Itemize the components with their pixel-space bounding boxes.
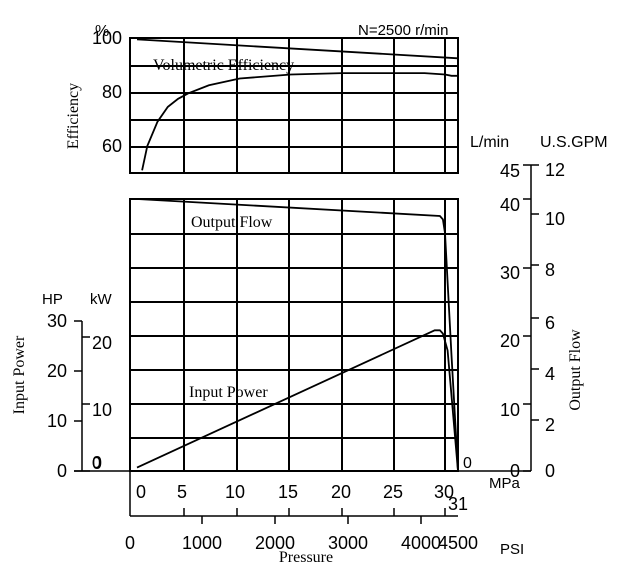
- lmin-tick-label: 20: [500, 331, 520, 351]
- efficiency-tick-label: 100: [92, 28, 122, 48]
- gpm-tick-label: 2: [545, 415, 555, 435]
- volumetric-efficiency-line: [141, 72, 458, 171]
- kw-zero-label: 0: [92, 455, 101, 472]
- hp-tick-label: 30: [47, 311, 67, 331]
- input-power-line: [136, 329, 459, 472]
- efficiency-tick-label: 60: [102, 136, 122, 156]
- flow-power-grid: [130, 199, 458, 471]
- efficiency-grid: [130, 38, 458, 173]
- lmin-tick-label: 0: [510, 461, 520, 481]
- hp-tick-label: 0: [57, 461, 67, 481]
- psi-unit-label: PSI: [500, 541, 524, 558]
- gpm-tick-label: 12: [545, 160, 565, 180]
- psi-tick-label: 4000: [401, 533, 441, 553]
- gpm-tick-label: 6: [545, 313, 555, 333]
- efficiency-axis-title: Efficiency: [65, 83, 82, 149]
- psi-tick-label: 3000: [328, 533, 368, 553]
- lmin-unit-label: L/min: [470, 134, 509, 151]
- pressure-axis-title: Pressure: [279, 549, 333, 566]
- psi-tick-label: 2000: [255, 533, 295, 553]
- gpm-unit-label: U.S.GPM: [540, 134, 608, 151]
- psi-tick-label: 1000: [182, 533, 222, 553]
- kw-tick-label: 20: [92, 333, 112, 353]
- curves: [136, 38, 459, 472]
- output-flow-line: [136, 198, 459, 472]
- kw-tick-label: 10: [92, 400, 112, 420]
- efficiency-tick-label: 80: [102, 82, 122, 102]
- kw-unit-label: kW: [90, 291, 113, 308]
- psi-tick-label: 0: [125, 533, 135, 553]
- speed-label: N=2500 r/min: [358, 22, 448, 39]
- gpm-tick-label: 10: [545, 209, 565, 229]
- mpa-tick-label: 30: [434, 482, 454, 502]
- mpa-tick-label: 0: [136, 482, 146, 502]
- efficiency-frame: [129, 37, 459, 174]
- mpa-tick-label: 31: [448, 494, 468, 514]
- efficiency-upper-line: [136, 38, 459, 60]
- lmin-tick-label: 40: [500, 195, 520, 215]
- mpa-tick-label: 5: [177, 482, 187, 502]
- gpm-tick-label: 0: [545, 461, 555, 481]
- efficiency-unit-label: %: [95, 23, 109, 40]
- lmin-tick-label: 30: [500, 263, 520, 283]
- volumetric-efficiency-label: Volumetric Efficiency: [153, 57, 294, 74]
- hp-tick-label: 20: [47, 361, 67, 381]
- mpa-tick-label: 20: [331, 482, 351, 502]
- lmin-tick-label: 10: [500, 400, 520, 420]
- psi-tick-label: 4500: [438, 533, 478, 553]
- gpm-tick-label: 4: [545, 364, 555, 384]
- input-power-axis-title: Input Power: [11, 335, 28, 414]
- mpa-unit-label: MPa: [489, 475, 521, 492]
- flow-zero-label: 0: [463, 455, 472, 472]
- lmin-tick-label: 45: [500, 161, 520, 181]
- mpa-tick-label: 25: [383, 482, 403, 502]
- labels: % N=2500 r/min Volumetric Efficiency Effici…: [11, 22, 608, 566]
- hp-unit-label: HP: [42, 291, 63, 308]
- hp-tick-label: 10: [47, 411, 67, 431]
- input-power-label: Input Power: [189, 384, 268, 401]
- gpm-tick-label: 8: [545, 260, 555, 280]
- kw-tick-label: 0: [92, 453, 102, 473]
- flow-power-frame: [129, 198, 459, 472]
- axes: [74, 164, 539, 524]
- mpa-tick-label: 10: [225, 482, 245, 502]
- output-flow-axis-title: Output Flow: [567, 329, 584, 411]
- output-flow-label: Output Flow: [191, 214, 273, 231]
- mpa-tick-label: 15: [278, 482, 298, 502]
